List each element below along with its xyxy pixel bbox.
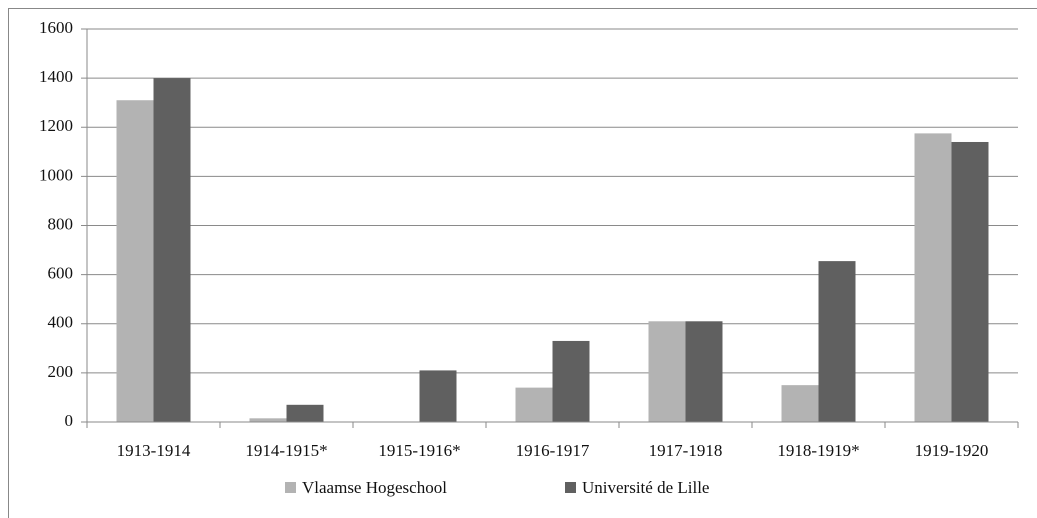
- y-tick-label: 600: [48, 264, 74, 283]
- x-tick-label: 1915-1916*: [378, 441, 460, 460]
- x-tick-label: 1917-1918: [649, 441, 723, 460]
- bar: [286, 404, 324, 422]
- bar: [249, 418, 287, 422]
- bar: [419, 370, 457, 422]
- bar: [914, 133, 952, 422]
- bar: [685, 321, 723, 422]
- legend-swatch: [285, 482, 296, 493]
- y-tick-label: 1600: [39, 18, 73, 37]
- y-tick-label: 1000: [39, 165, 73, 184]
- x-tick-label: 1914-1915*: [245, 441, 327, 460]
- x-tick-label: 1918-1919*: [777, 441, 859, 460]
- bar: [515, 387, 553, 422]
- bar: [818, 261, 856, 422]
- legend-label: Vlaamse Hogeschool: [302, 478, 447, 497]
- chart-border: [8, 8, 1037, 518]
- bar: [781, 385, 819, 422]
- x-tick-label: 1919-1920: [915, 441, 989, 460]
- legend-swatch: [565, 482, 576, 493]
- bar: [552, 340, 590, 422]
- bar: [951, 141, 989, 423]
- legend-label: Université de Lille: [582, 478, 709, 497]
- bar: [153, 78, 191, 422]
- y-tick-label: 800: [48, 214, 74, 233]
- x-tick-label: 1913-1914: [117, 441, 191, 460]
- bar: [648, 321, 686, 422]
- y-tick-label: 400: [48, 313, 74, 332]
- bar: [116, 100, 154, 422]
- x-tick-label: 1916-1917: [516, 441, 590, 460]
- y-tick-label: 1400: [39, 67, 73, 86]
- y-tick-label: 0: [65, 411, 74, 430]
- y-tick-label: 1200: [39, 116, 73, 135]
- y-tick-label: 200: [48, 362, 74, 381]
